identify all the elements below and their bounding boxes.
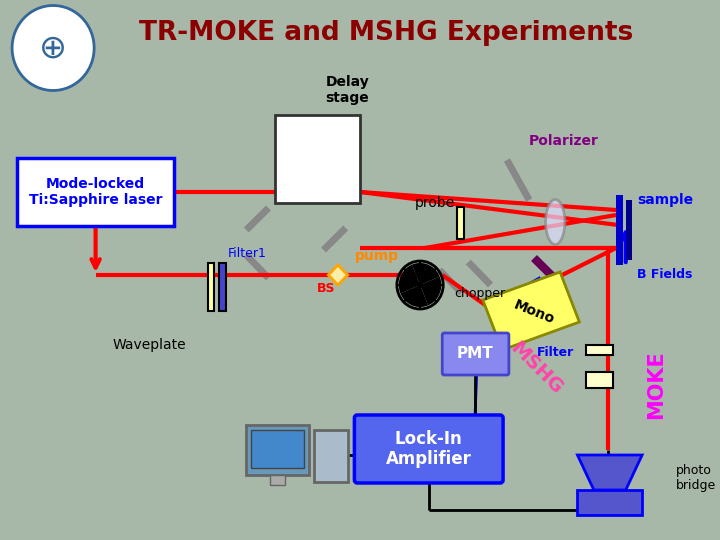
Bar [275,115,360,203]
Bar [251,430,304,468]
Bar [314,430,348,482]
FancyBboxPatch shape [442,333,509,375]
Text: Filter: Filter [537,347,575,360]
Bar [586,372,613,388]
Bar [456,207,464,239]
Polygon shape [400,285,428,307]
Bar [586,345,613,355]
Polygon shape [412,263,440,285]
Ellipse shape [546,199,565,245]
Text: TR-MOKE and MSHG Experiments: TR-MOKE and MSHG Experiments [139,20,634,46]
Text: probe: probe [415,196,454,210]
Text: PMT: PMT [456,347,493,361]
Text: MSHG: MSHG [506,338,566,398]
Bar [626,200,632,260]
Polygon shape [483,272,580,350]
Text: ⊕: ⊕ [39,31,67,64]
Polygon shape [577,455,642,490]
Text: BS: BS [317,282,336,295]
Text: Mono: Mono [511,298,557,327]
Text: chopper: chopper [454,287,505,300]
Ellipse shape [12,5,94,91]
Text: B Fields: B Fields [637,268,693,281]
Polygon shape [399,265,420,293]
Bar [246,425,309,475]
Polygon shape [420,276,441,305]
Text: Delay
stage: Delay stage [325,75,369,105]
Bar [577,490,642,515]
Text: pump: pump [354,249,399,263]
Bar [616,195,623,265]
Bar [207,263,215,311]
Bar [271,475,285,485]
Text: Filter1: Filter1 [228,247,267,260]
Text: MOKE: MOKE [647,350,667,420]
Bar [219,263,226,311]
Text: Mode-locked
Ti:Sapphire laser: Mode-locked Ti:Sapphire laser [29,177,162,207]
Text: Lock-In
Amplifier: Lock-In Amplifier [386,430,472,468]
Text: photo
bridge: photo bridge [676,464,716,492]
Text: Waveplate: Waveplate [113,338,186,352]
FancyBboxPatch shape [17,158,174,226]
FancyBboxPatch shape [354,415,503,483]
Text: Polarizer: Polarizer [529,134,599,148]
Polygon shape [328,265,348,285]
Text: sample: sample [637,193,693,207]
